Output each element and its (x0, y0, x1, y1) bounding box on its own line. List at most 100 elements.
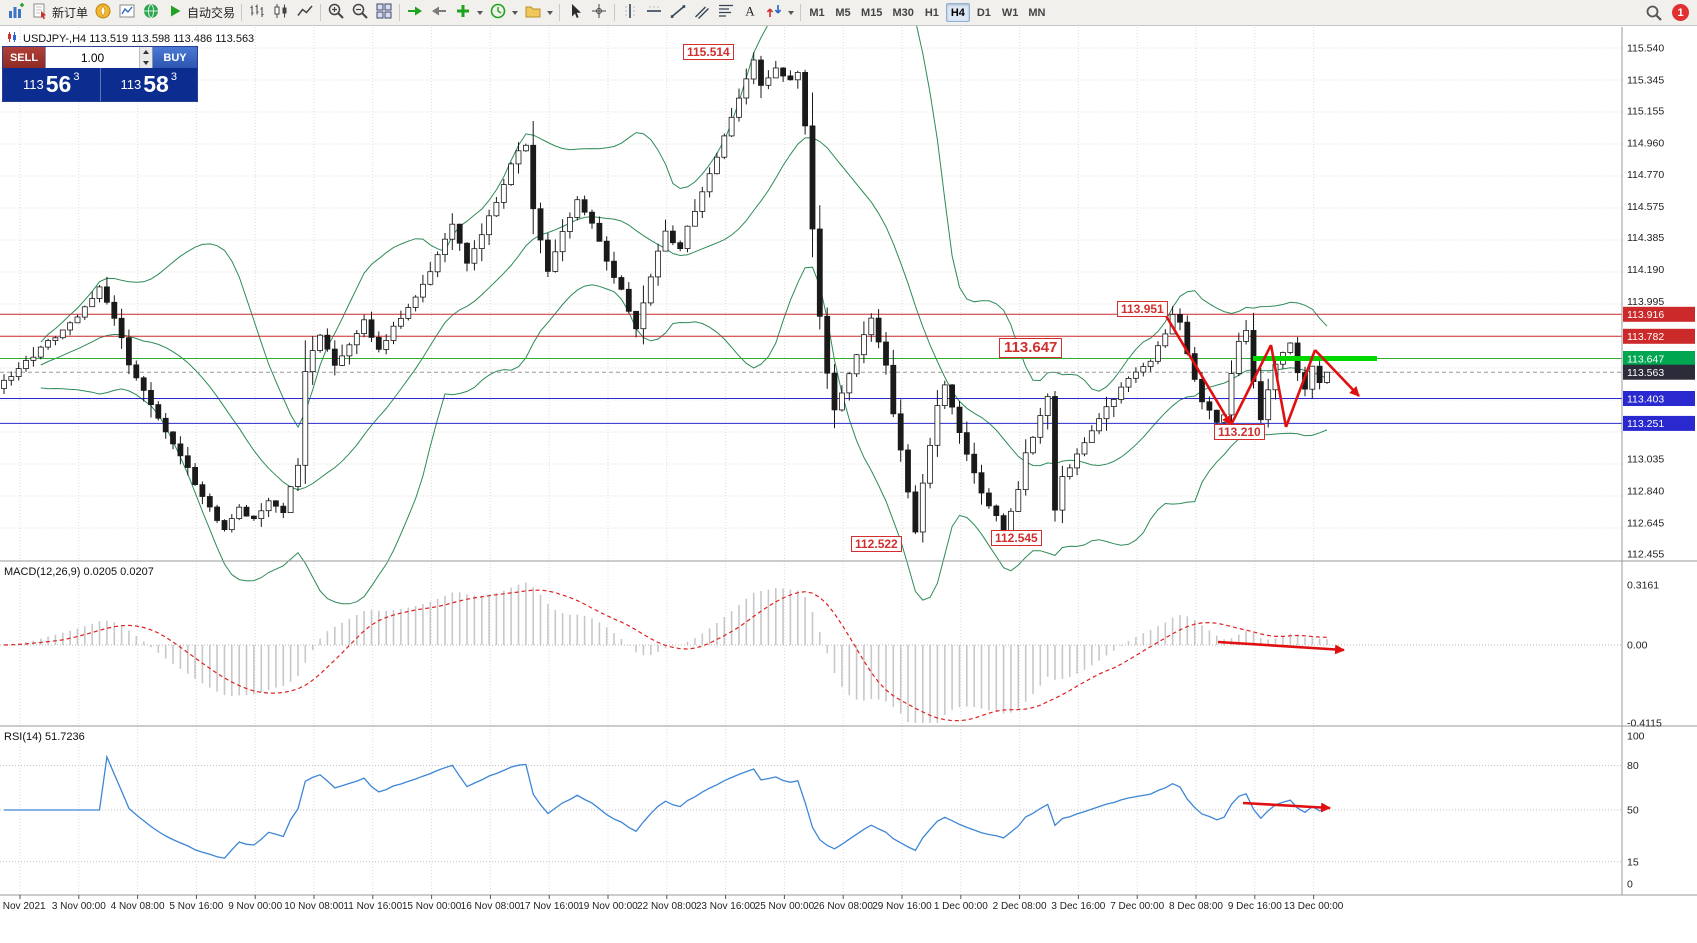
svg-text:0.00: 0.00 (1627, 640, 1648, 652)
new-chart-icon-glyph (7, 2, 25, 23)
notification-badge[interactable]: 1 (1672, 4, 1689, 21)
templates-icon[interactable] (521, 2, 556, 24)
toolbar-separator (320, 4, 322, 21)
tile-windows-icon[interactable] (372, 2, 396, 24)
search-icon[interactable] (1642, 2, 1666, 24)
trendline-icon[interactable] (666, 2, 690, 24)
line-chart-mode-icon[interactable] (293, 2, 317, 24)
price-annotation[interactable]: 113.951 (1117, 301, 1168, 317)
price-axis[interactable]: 115.540 115.345 115.155 114.960 114.770 114.5… (1623, 43, 1695, 561)
timeframe-M5[interactable]: M5 (831, 3, 855, 22)
bar-chart-mode-icon[interactable] (245, 2, 269, 24)
buy-button[interactable]: BUY (153, 47, 197, 68)
time-axis[interactable]: 1 Nov 2021 3 Nov 00:00 4 Nov 08:00 5 Nov 16… (0, 895, 1344, 912)
timeframe-M1[interactable]: M1 (805, 3, 829, 22)
mql5-community-icon-glyph (94, 2, 112, 23)
new-order-button[interactable]: 新订单 (28, 2, 91, 24)
svg-text:112.645: 112.645 (1627, 517, 1664, 529)
timeframe-M15[interactable]: M15 (857, 3, 886, 22)
price-annotation[interactable]: 113.647 (999, 338, 1063, 358)
svg-text:5 Nov 16:00: 5 Nov 16:00 (169, 901, 223, 912)
forecast-zigzag-arrows[interactable] (1160, 308, 1360, 428)
periods-icon-glyph (489, 2, 507, 23)
horizontal-line-icon[interactable] (642, 2, 666, 24)
chart-shift-icon[interactable] (427, 2, 451, 24)
equidistant-channel-icon[interactable] (690, 2, 714, 24)
auto-scroll-icon-glyph (406, 2, 424, 23)
buy-price[interactable]: 113 58 3 (99, 68, 198, 101)
web-terminal-icon[interactable] (139, 2, 163, 24)
auto-scroll-icon[interactable] (403, 2, 427, 24)
svg-text:113.916: 113.916 (1627, 309, 1664, 321)
autotrading-button[interactable]: 自动交易 (163, 2, 238, 24)
svg-text:17 Nov 16:00: 17 Nov 16:00 (519, 901, 579, 912)
vertical-line-icon-glyph (621, 2, 639, 23)
chart-ohlc-readout: USDJPY-,H4 113.519 113.598 113.486 113.5… (6, 31, 254, 46)
toolbar-separator (614, 4, 616, 21)
text-label-icon[interactable]: A (738, 2, 762, 24)
indicators-icon[interactable] (451, 2, 486, 24)
new-order-button-label: 新订单 (52, 6, 89, 20)
horizontal-level-lines[interactable] (0, 313, 1622, 424)
toolbar-separator (800, 4, 802, 21)
sell-price[interactable]: 113 56 3 (3, 68, 100, 101)
indicators-icon-glyph (454, 2, 472, 23)
toolbar-separator (559, 4, 561, 21)
periods-icon[interactable] (486, 2, 521, 24)
sell-button[interactable]: SELL (3, 47, 45, 68)
price-tag (1623, 391, 1695, 406)
panel-separators (0, 27, 1697, 896)
vertical-line-icon[interactable] (618, 2, 642, 24)
market-watch-icon[interactable] (115, 2, 139, 24)
candlestick-mode-icon[interactable] (269, 2, 293, 24)
new-chart-icon[interactable] (4, 2, 28, 24)
autotrading-glyph (166, 2, 184, 23)
crosshair-icon[interactable] (587, 2, 611, 24)
rsi-trend-arrow[interactable] (1242, 801, 1331, 813)
crosshair-icon-glyph (590, 2, 608, 23)
svg-text:80: 80 (1627, 760, 1639, 772)
price-annotation[interactable]: 112.545 (991, 530, 1042, 546)
timeframe-H4[interactable]: H4 (945, 3, 970, 22)
market-watch-icon-glyph (118, 2, 136, 23)
toolbar: 新订单 自动交易 A M1 M5 M15 M30 H1 H4 D1 W1 MN 1 (0, 0, 1697, 26)
fibonacci-retracement-icon[interactable] (714, 2, 738, 24)
buy-price-sup: 3 (170, 71, 177, 83)
toolbar-items: 新订单 自动交易 A (4, 2, 797, 24)
new-order-glyph (31, 2, 49, 23)
svg-text:0.3161: 0.3161 (1627, 579, 1659, 591)
macd-trend-arrow[interactable] (1217, 640, 1345, 655)
svg-text:4 Nov 08:00: 4 Nov 08:00 (111, 901, 165, 912)
timeframe-W1[interactable]: W1 (998, 3, 1023, 22)
volume-input[interactable] (46, 47, 139, 68)
zoom-out-icon[interactable] (348, 2, 372, 24)
volume-increase-button[interactable] (140, 47, 152, 58)
svg-text:26 Nov 08:00: 26 Nov 08:00 (813, 901, 873, 912)
mql5-community-icon[interactable] (91, 2, 115, 24)
price-annotation[interactable]: 112.522 (851, 536, 902, 552)
price-annotation[interactable]: 115.514 (683, 44, 734, 60)
svg-text:113.782: 113.782 (1627, 331, 1664, 343)
volume-decrease-button[interactable] (140, 57, 152, 68)
timeframe-MN[interactable]: MN (1024, 3, 1049, 22)
price-display: 113 56 3 113 58 3 (3, 68, 197, 101)
macd-indicator: 0.3161 0.00 -0.4115 (0, 579, 1662, 730)
rsi-label: RSI(14) 51.7236 (4, 731, 85, 743)
svg-text:9 Nov 00:00: 9 Nov 00:00 (228, 901, 282, 912)
price-annotation[interactable]: 113.210 (1214, 424, 1265, 440)
macd-label: MACD(12,26,9) 0.0205 0.0207 (4, 566, 154, 578)
timeframe-H1[interactable]: H1 (920, 3, 944, 22)
timeframe-M30[interactable]: M30 (888, 3, 917, 22)
price-tag (1623, 351, 1695, 366)
cursor-icon[interactable] (563, 2, 587, 24)
zoom-in-icon[interactable] (324, 2, 348, 24)
svg-text:23 Nov 16:00: 23 Nov 16:00 (696, 901, 756, 912)
svg-text:112.840: 112.840 (1627, 485, 1664, 497)
macd-signal-line (3, 589, 1328, 722)
up-arrow-icon (143, 50, 149, 55)
svg-text:112.455: 112.455 (1627, 548, 1664, 560)
buy-price-prefix: 113 (120, 77, 142, 92)
timeframe-D1[interactable]: D1 (972, 3, 996, 22)
arrows-tool-icon[interactable] (762, 2, 797, 24)
